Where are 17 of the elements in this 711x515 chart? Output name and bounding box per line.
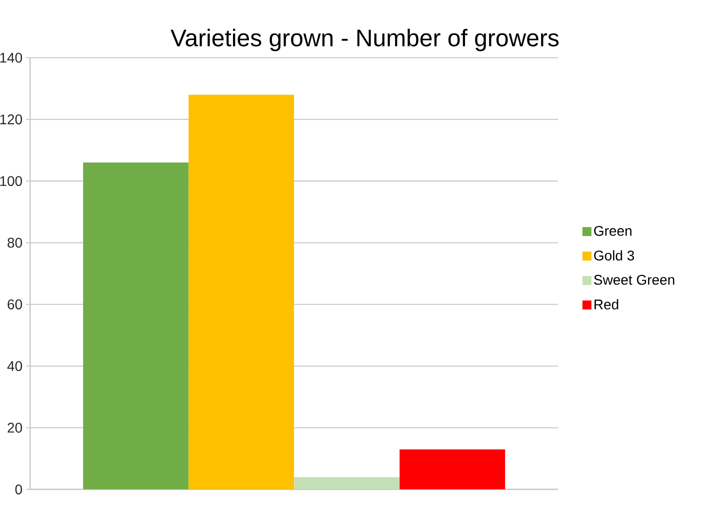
y-tick-label: 20: [8, 422, 22, 433]
y-tick-label: 0: [15, 484, 22, 494]
legend-label: Green: [594, 226, 632, 236]
bar: [188, 94, 294, 490]
bar: [294, 477, 400, 490]
bar: [83, 162, 189, 490]
y-tick-label: 60: [8, 299, 22, 310]
y-tick-label: 100: [0, 176, 22, 186]
y-tick-label: 40: [7, 361, 22, 372]
chart-title: Varieties grown - Number of growers: [170, 28, 559, 52]
bar: [400, 449, 506, 490]
legend-label: Gold 3: [594, 250, 634, 261]
y-tick-label: 120: [0, 114, 22, 124]
y-tick-label: 140: [0, 52, 22, 63]
y-tick-label: 80: [8, 238, 22, 248]
legend-label: Sweet Green: [594, 274, 674, 285]
legend-label: Red: [594, 299, 618, 310]
